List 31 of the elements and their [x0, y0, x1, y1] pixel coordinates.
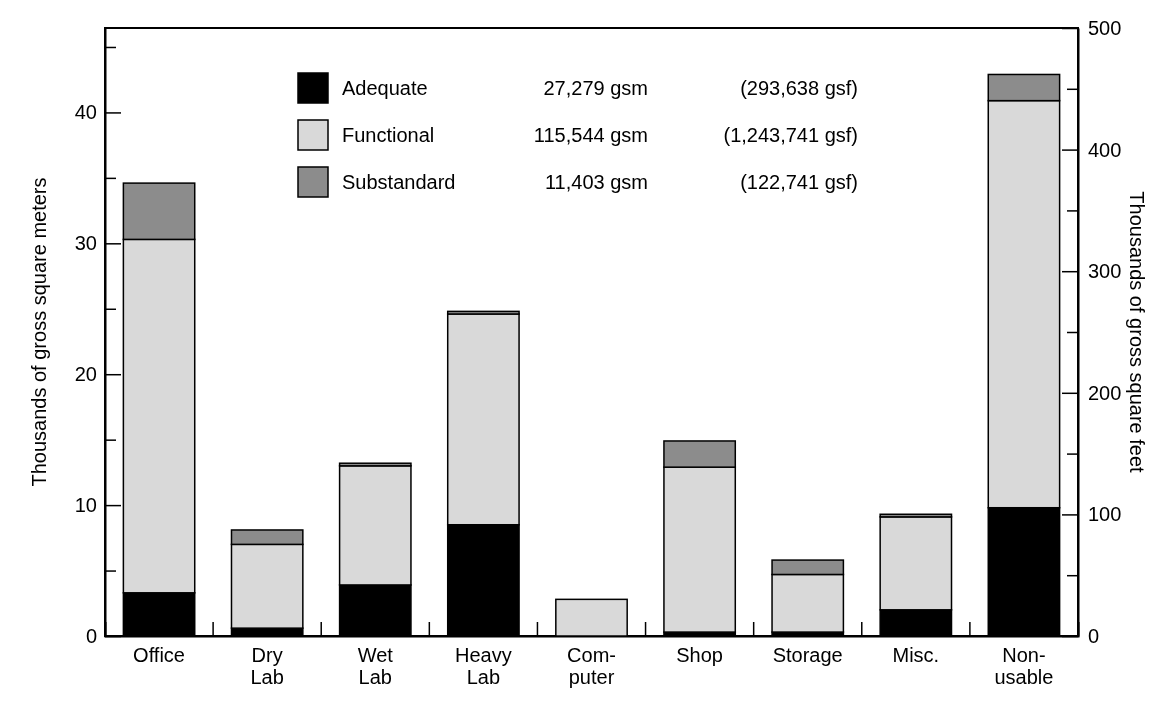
annotation: (293,638 gsf): [740, 77, 858, 99]
y2-tick-label: 0: [1088, 624, 1100, 647]
y-tick-label: 20: [74, 363, 97, 386]
y-tick-label: 30: [74, 232, 97, 255]
x-tick-label: Misc.: [892, 644, 940, 666]
y-tick-label: 40: [74, 101, 97, 124]
annotation: (122,741 gsf): [740, 171, 858, 193]
annotation: 11,403 gsm: [544, 171, 648, 193]
legend-label: Functional: [342, 124, 435, 146]
y2-tick-label: 400: [1088, 138, 1122, 161]
y2-axis-title: Thousands of gross square feet: [1126, 191, 1148, 474]
y2-tick-label: 100: [1088, 503, 1122, 526]
annotation: 27,279 gsm: [543, 77, 648, 99]
legend-label: Adequate: [342, 77, 428, 99]
x-tick-label: Heavy Lab: [455, 644, 512, 688]
x-tick-label: Non- usable: [994, 644, 1054, 688]
y2-tick-label: 200: [1088, 381, 1122, 404]
x-tick-label: Shop: [676, 644, 723, 666]
x-tick-label: Storage: [772, 644, 843, 666]
annotation: (1,243,741 gsf): [723, 124, 858, 146]
y2-tick-label: 300: [1088, 260, 1122, 283]
annotation: 115,544 gsm: [533, 124, 648, 146]
x-tick-label: Office: [133, 644, 185, 666]
y-tick-label: 10: [74, 494, 97, 517]
x-tick-label: Wet Lab: [357, 644, 394, 688]
x-tick-label: Dry Lab: [250, 644, 284, 688]
y2-tick-label: 500: [1088, 16, 1122, 39]
y-tick-label: 0: [85, 624, 97, 647]
legend-label: Substandard: [342, 171, 456, 193]
y-axis-title: Thousands of gross square meters: [28, 177, 50, 487]
x-tick-label: Com- puter: [567, 644, 616, 688]
